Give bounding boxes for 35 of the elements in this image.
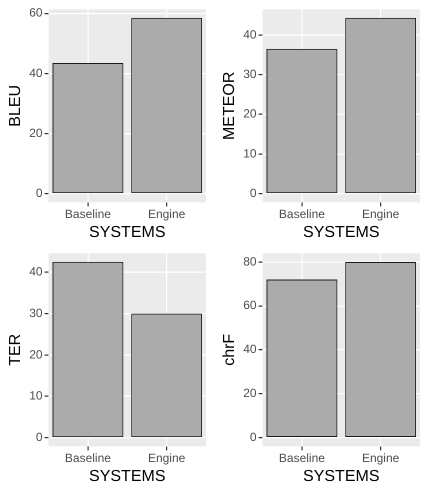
y-tick-label: 10	[29, 388, 43, 403]
x-axis-title: SYSTEMS	[89, 224, 166, 241]
y-tick-label: 40	[29, 66, 43, 80]
x-tick-label: Engine	[148, 450, 186, 465]
x-axis-title: SYSTEMS	[303, 468, 380, 485]
y-tick-label: 20	[243, 386, 257, 400]
y-tick-label: 0	[250, 186, 257, 200]
x-tick-label: Baseline	[278, 206, 326, 221]
y-tick-label: 30	[29, 306, 43, 320]
y-tick-label: 60	[29, 6, 43, 20]
y-tick-label: 80	[243, 254, 257, 268]
x-tick-label: Baseline	[64, 206, 112, 221]
y-axis-title: METEOR	[221, 72, 238, 140]
y-tick-label: 40	[243, 342, 257, 356]
x-tick-label: Engine	[362, 206, 400, 221]
y-tick-label: 0	[36, 186, 43, 200]
y-tick-label: 10	[243, 146, 257, 160]
x-axis-title: SYSTEMS	[303, 224, 380, 241]
y-axis-title: chrF	[221, 334, 238, 366]
y-tick-label: 0	[250, 430, 257, 444]
y-tick-label: 40	[243, 27, 257, 42]
x-tick-label: Engine	[148, 206, 186, 221]
y-tick-label: 20	[29, 347, 43, 362]
x-tick-label: Baseline	[64, 450, 112, 465]
y-tick-label: 60	[243, 298, 257, 312]
x-tick-label: Baseline	[278, 450, 326, 465]
x-axis-title: SYSTEMS	[89, 468, 166, 485]
y-tick-label: 30	[243, 66, 257, 81]
y-axis-title: BLEU	[7, 84, 24, 127]
y-axis-title: TER	[7, 334, 24, 366]
y-tick-label: 20	[243, 106, 257, 121]
y-tick-label: 0	[36, 430, 43, 444]
y-tick-label: 20	[29, 126, 43, 140]
y-tick-label: 40	[29, 264, 43, 279]
x-tick-label: Engine	[362, 450, 400, 465]
